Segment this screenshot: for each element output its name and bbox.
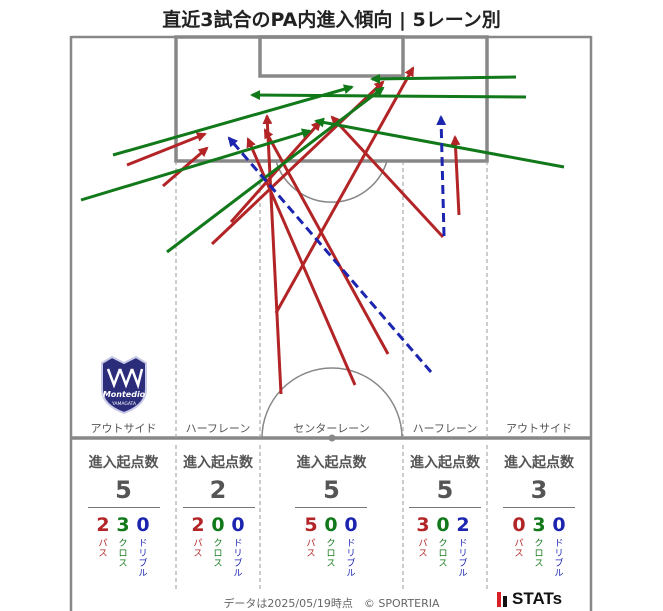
penalty-arc — [275, 160, 388, 203]
pass-arrow — [126, 132, 207, 167]
chart-title: 直近3試合のPA内進入傾向 | 5レーン別 — [162, 9, 501, 31]
cross-arrow — [166, 86, 385, 254]
lane-2-rule — [295, 507, 367, 508]
dribble-arrow — [436, 115, 447, 237]
lane-label-outside-right: アウトサイド — [506, 422, 572, 435]
stats-logo: STATs — [512, 589, 562, 609]
lane-3-rule — [409, 507, 481, 508]
lane-2-total: 5 — [323, 476, 340, 504]
stats-logo-text: STATs — [512, 589, 563, 608]
lane-4-stat-header: 進入起点数 — [504, 455, 574, 471]
footer-credit: データは2025/05/19時点 © SPORTERIA — [223, 597, 440, 610]
lane-label-halflane-left: ハーフレーン — [185, 422, 251, 435]
center-spot — [328, 434, 336, 442]
lane-4-total: 3 — [530, 476, 548, 504]
lane-0-pass-count: 2 — [96, 514, 110, 536]
lane-0-total: 5 — [115, 476, 132, 504]
cross-arrows — [80, 73, 565, 254]
lane-1-pass-count: 2 — [191, 514, 205, 536]
lane-1-stat-header: 進入起点数 — [183, 455, 253, 471]
cross-arrow — [112, 84, 354, 157]
lane-4-dribble-label: ドリブル — [554, 539, 564, 579]
pass-arrow — [330, 115, 445, 239]
lane-2-dribble-count: 0 — [344, 514, 358, 536]
lane-3-stat-header: 進入起点数 — [410, 455, 480, 471]
club-logo-subtext: YAMAGATA — [111, 401, 137, 407]
lane-0-cross-label: クロス — [118, 539, 128, 569]
lane-0-dribble-label: ドリブル — [138, 539, 148, 579]
lane-2-pass-count: 5 — [304, 514, 318, 536]
lane-1-cross-label: クロス — [213, 539, 223, 569]
pass-arrow — [263, 128, 390, 355]
lane-0-pass-label: パス — [98, 539, 108, 559]
lane-1-rule — [183, 507, 255, 508]
lane-0-dribble-count: 0 — [136, 514, 150, 536]
stats-logo-icon — [497, 592, 507, 607]
lane-label-outside-left: アウトサイド — [90, 422, 157, 435]
lane-1-dribble-count: 0 — [231, 514, 245, 536]
lane-4-cross-count: 3 — [532, 514, 546, 536]
pass-arrow — [450, 135, 461, 216]
dribble-arrows — [227, 115, 447, 373]
cross-arrow — [314, 117, 565, 169]
center-circle — [261, 367, 403, 439]
lane-3-pass-label: パス — [418, 539, 428, 559]
lane-1-pass-label: パス — [193, 539, 203, 559]
pass-arrow — [229, 120, 322, 223]
lane-0-rule — [88, 507, 160, 508]
dribble-arrow — [227, 136, 433, 373]
club-logo-text: Montedio — [103, 390, 146, 399]
lane-2-stat-header: 進入起点数 — [296, 455, 367, 471]
lane-1-dribble-label: ドリブル — [233, 539, 243, 579]
pass-arrow — [262, 114, 283, 395]
lane-label-center: センターレーン — [293, 422, 370, 435]
lane-4-pass-label: パス — [514, 539, 524, 559]
lane-3-cross-label: クロス — [438, 539, 448, 569]
cross-arrow — [250, 90, 527, 101]
lane-3-dribble-label: ドリブル — [458, 539, 468, 579]
lane-dividers — [175, 161, 488, 592]
goal-area — [258, 35, 405, 78]
lane-3-total: 5 — [436, 476, 454, 504]
lane-4-dribble-count: 0 — [552, 514, 566, 536]
lane-0-stat-header: 進入起点数 — [88, 455, 159, 471]
lane-4-cross-label: クロス — [534, 539, 544, 569]
lane-1-total: 2 — [209, 476, 227, 504]
pass-arrow — [162, 146, 209, 188]
lane-2-cross-label: クロス — [326, 539, 336, 569]
cross-arrow — [80, 128, 312, 202]
lane-0-cross-count: 3 — [116, 514, 130, 536]
club-logo: Montedio YAMAGATA — [101, 355, 147, 415]
lane-2-dribble-label: ドリブル — [346, 539, 356, 579]
lane-3-pass-count: 3 — [416, 514, 430, 536]
penalty-area — [174, 35, 489, 163]
lane-label-halflane-right: ハーフレーン — [412, 422, 478, 435]
lane-3-dribble-count: 2 — [456, 514, 470, 536]
lane-2-cross-count: 0 — [324, 514, 338, 536]
pitch-lines — [69, 35, 593, 611]
cross-arrow — [370, 73, 517, 84]
lane-4-rule — [503, 507, 575, 508]
lane-4-pass-count: 0 — [512, 514, 526, 536]
pass-arrow — [274, 66, 415, 314]
lane-3-cross-count: 0 — [436, 514, 450, 536]
lane-2-pass-label: パス — [306, 539, 316, 559]
lane-1-cross-count: 0 — [211, 514, 225, 536]
